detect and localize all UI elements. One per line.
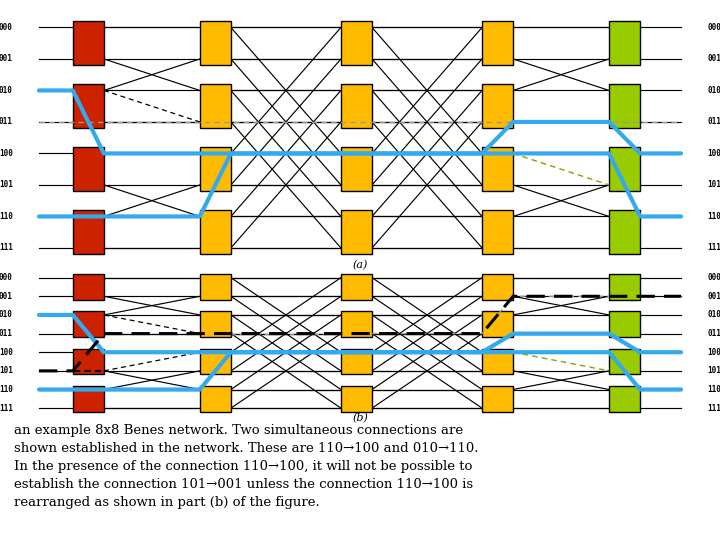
- Text: 110: 110: [707, 212, 720, 221]
- Bar: [73, 147, 104, 191]
- Bar: [73, 22, 104, 65]
- Bar: [482, 312, 513, 337]
- Bar: [609, 386, 640, 411]
- Bar: [341, 274, 372, 300]
- Bar: [482, 349, 513, 374]
- Text: 001: 001: [0, 292, 13, 301]
- Bar: [73, 312, 104, 337]
- Text: 101: 101: [0, 180, 13, 190]
- Bar: [609, 274, 640, 300]
- Bar: [482, 386, 513, 411]
- Bar: [341, 147, 372, 191]
- Text: an example 8x8 Benes network. Two simultaneous connections are
shown established: an example 8x8 Benes network. Two simult…: [14, 423, 479, 509]
- Text: 101: 101: [707, 180, 720, 190]
- Text: 110: 110: [0, 385, 13, 394]
- Bar: [609, 211, 640, 254]
- Bar: [341, 211, 372, 254]
- Text: 011: 011: [707, 117, 720, 126]
- Text: 111: 111: [0, 244, 13, 252]
- Bar: [200, 211, 231, 254]
- Bar: [609, 312, 640, 337]
- Bar: [609, 84, 640, 128]
- Text: 011: 011: [0, 117, 13, 126]
- Bar: [609, 147, 640, 191]
- Bar: [73, 349, 104, 374]
- Text: 001: 001: [0, 55, 13, 63]
- Bar: [200, 349, 231, 374]
- Text: 110: 110: [0, 212, 13, 221]
- Text: 101: 101: [0, 366, 13, 375]
- Text: 001: 001: [707, 292, 720, 301]
- Bar: [341, 349, 372, 374]
- Bar: [482, 147, 513, 191]
- Bar: [73, 211, 104, 254]
- Text: 111: 111: [707, 244, 720, 252]
- Text: 100: 100: [707, 149, 720, 158]
- Bar: [609, 22, 640, 65]
- Text: 000: 000: [707, 23, 720, 32]
- Bar: [200, 312, 231, 337]
- Bar: [341, 22, 372, 65]
- Bar: [200, 386, 231, 411]
- Text: 011: 011: [0, 329, 13, 338]
- Text: 010: 010: [0, 310, 13, 320]
- Text: 100: 100: [707, 348, 720, 357]
- Text: 010: 010: [0, 86, 13, 95]
- Bar: [482, 22, 513, 65]
- Text: 101: 101: [707, 366, 720, 375]
- Text: 011: 011: [707, 329, 720, 338]
- Text: 100: 100: [0, 348, 13, 357]
- Text: 000: 000: [0, 273, 13, 282]
- Text: 000: 000: [0, 23, 13, 32]
- Bar: [73, 274, 104, 300]
- Text: (b): (b): [352, 413, 368, 423]
- Bar: [341, 386, 372, 411]
- Bar: [200, 84, 231, 128]
- Bar: [341, 312, 372, 337]
- Bar: [341, 84, 372, 128]
- Text: 010: 010: [707, 310, 720, 320]
- Bar: [482, 274, 513, 300]
- Bar: [73, 84, 104, 128]
- Bar: [200, 22, 231, 65]
- Text: (a): (a): [352, 260, 368, 271]
- Bar: [200, 147, 231, 191]
- Bar: [609, 349, 640, 374]
- Bar: [482, 211, 513, 254]
- Text: 110: 110: [707, 385, 720, 394]
- Text: 010: 010: [707, 86, 720, 95]
- Bar: [482, 84, 513, 128]
- Text: 111: 111: [707, 404, 720, 413]
- Text: 100: 100: [0, 149, 13, 158]
- Text: 001: 001: [707, 55, 720, 63]
- Text: 000: 000: [707, 273, 720, 282]
- Text: 111: 111: [0, 404, 13, 413]
- Bar: [200, 274, 231, 300]
- Bar: [73, 386, 104, 411]
